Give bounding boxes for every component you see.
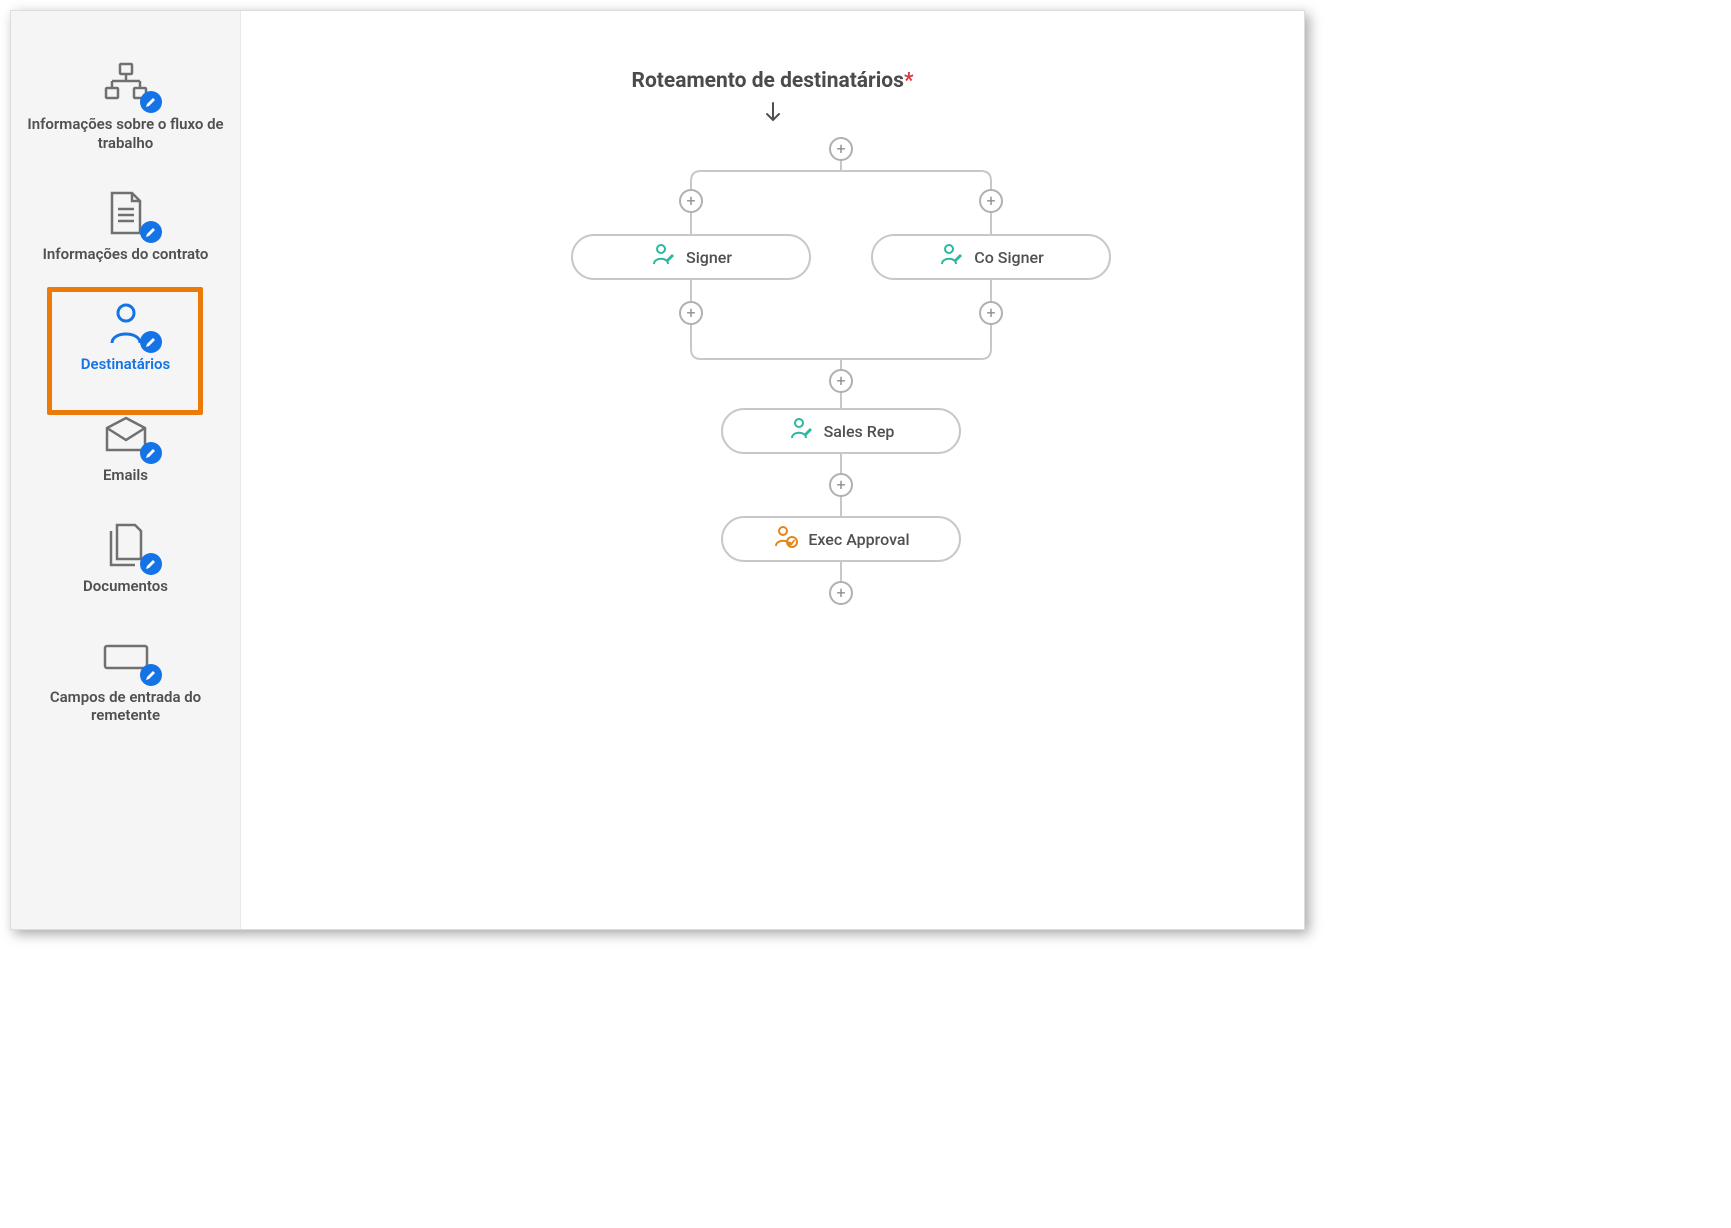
signer-icon (650, 242, 676, 272)
routing-flowchart: + + + + + + + + Signer Co Signer (241, 101, 1304, 661)
recipient-label: Signer (686, 248, 732, 267)
sidebar-item-documents[interactable]: Documentos (11, 503, 240, 614)
signer-icon (938, 242, 964, 272)
add-step-button[interactable]: + (829, 369, 853, 393)
sidebar-item-label: Destinatários (81, 355, 171, 374)
flow-start-arrow-icon (764, 101, 782, 131)
content-title: Roteamento de destinatários* (241, 69, 1304, 93)
documents-icon (96, 521, 156, 571)
add-step-button[interactable]: + (829, 137, 853, 161)
recipients-icon (96, 299, 156, 349)
sidebar-item-sender-fields[interactable]: Campos de entrada do remetente (11, 614, 240, 744)
content-panel: Roteamento de destinatários* (241, 11, 1304, 929)
sidebar-item-label: Campos de entrada do remetente (21, 688, 230, 726)
sender-fields-icon (96, 632, 156, 682)
sidebar-item-recipients[interactable]: Destinatários (11, 281, 240, 392)
sidebar-item-emails[interactable]: Emails (11, 392, 240, 503)
add-step-button[interactable]: + (979, 301, 1003, 325)
recipient-node-execapproval[interactable]: Exec Approval (721, 516, 961, 562)
edit-badge-icon (140, 442, 162, 464)
recipient-node-salesrep[interactable]: Sales Rep (721, 408, 961, 454)
edit-badge-icon (140, 221, 162, 243)
flow-connectors (241, 101, 1304, 661)
recipient-node-cosigner[interactable]: Co Signer (871, 234, 1111, 280)
sidebar: Informações sobre o fluxo de trabalho (11, 11, 241, 929)
signer-icon (788, 416, 814, 446)
workflow-designer-frame: Informações sobre o fluxo de trabalho (10, 10, 1305, 930)
contract-info-icon (96, 189, 156, 239)
add-step-button[interactable]: + (679, 189, 703, 213)
add-step-button[interactable]: + (979, 189, 1003, 213)
add-step-button[interactable]: + (829, 581, 853, 605)
title-text: Roteamento de destinatários (632, 69, 904, 93)
sidebar-item-label: Emails (103, 466, 148, 485)
emails-icon (96, 410, 156, 460)
edit-badge-icon (140, 553, 162, 575)
required-asterisk: * (904, 69, 914, 93)
sidebar-item-label: Informações sobre o fluxo de trabalho (21, 115, 230, 153)
edit-badge-icon (140, 664, 162, 686)
add-step-button[interactable]: + (679, 301, 703, 325)
approver-icon (772, 524, 798, 554)
edit-badge-icon (140, 91, 162, 113)
sidebar-item-label: Informações do contrato (43, 245, 209, 264)
sidebar-item-workflow-info[interactable]: Informações sobre o fluxo de trabalho (11, 41, 240, 171)
edit-badge-icon (140, 331, 162, 353)
recipient-label: Exec Approval (808, 530, 909, 549)
recipient-node-signer[interactable]: Signer (571, 234, 811, 280)
workflow-info-icon (96, 59, 156, 109)
sidebar-item-label: Documentos (83, 577, 168, 596)
sidebar-item-contract-info[interactable]: Informações do contrato (11, 171, 240, 282)
recipient-label: Sales Rep (824, 422, 895, 441)
recipient-label: Co Signer (974, 248, 1043, 267)
add-step-button[interactable]: + (829, 473, 853, 497)
